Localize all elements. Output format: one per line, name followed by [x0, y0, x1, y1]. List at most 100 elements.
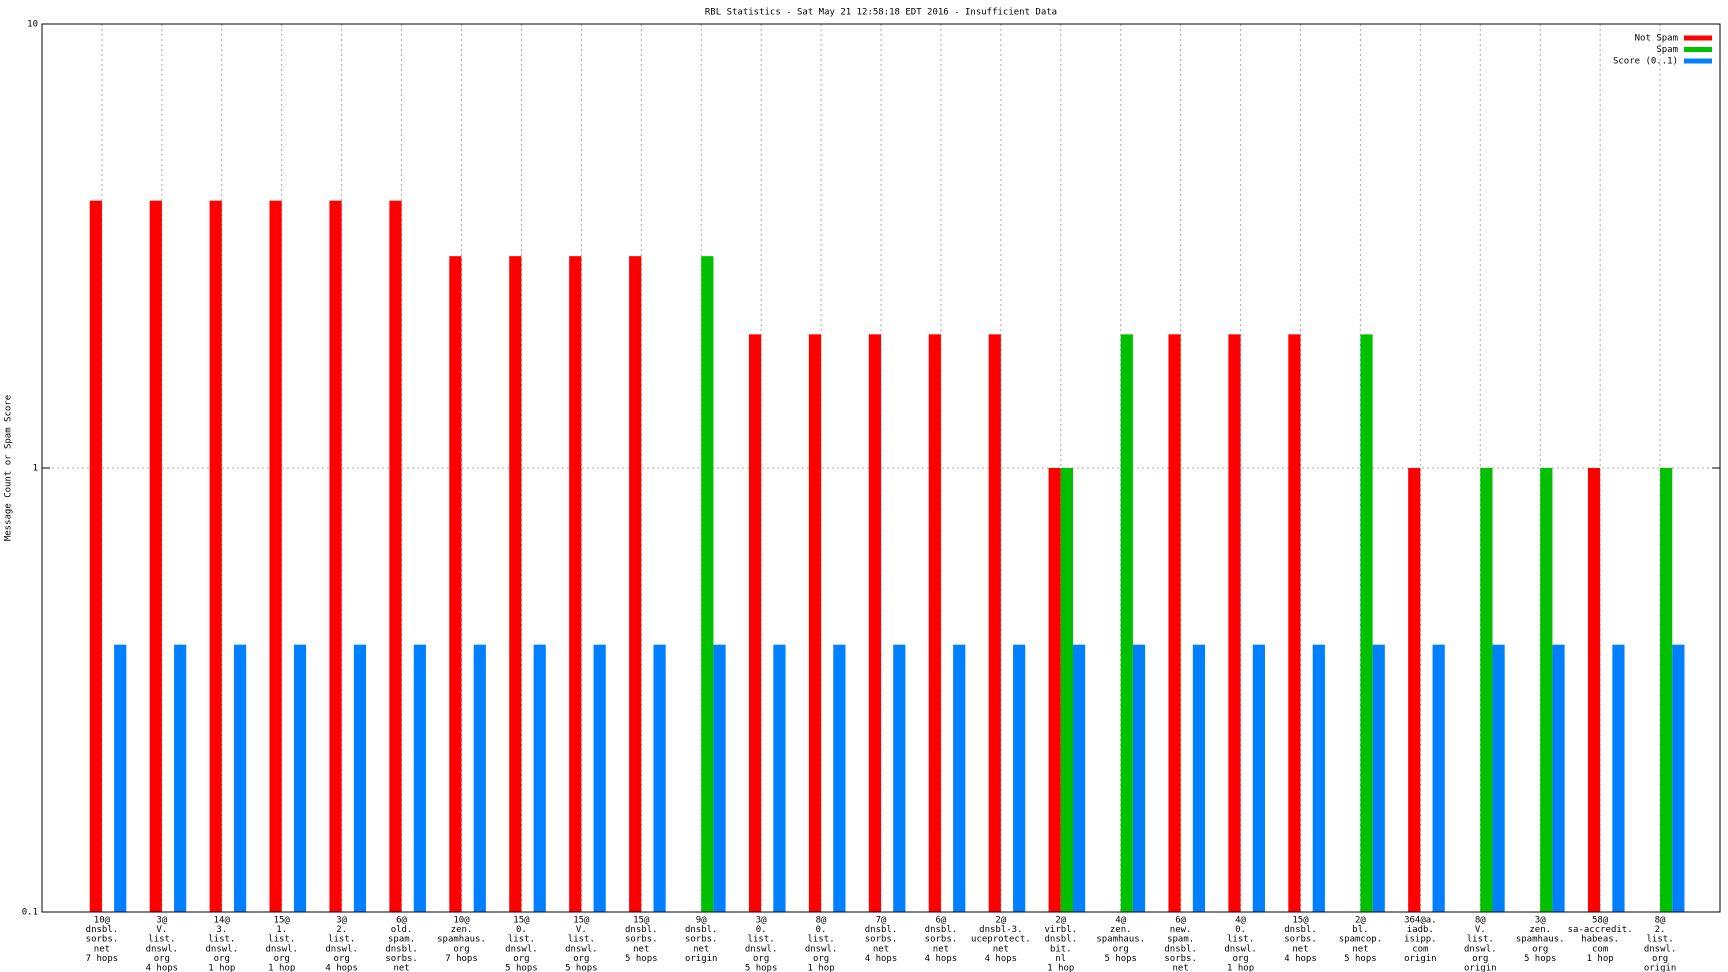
x-tick-label: list.: [328, 935, 355, 945]
legend-label: Score (0..1): [1613, 57, 1678, 67]
x-tick-label: 2.: [336, 925, 347, 935]
bar: [653, 644, 666, 912]
x-tick-label: dnsbl.: [925, 925, 958, 935]
x-tick-label: iadb.: [1407, 925, 1434, 935]
x-tick-label: 364@a.: [1404, 916, 1437, 926]
x-tick-label: org: [1652, 954, 1668, 964]
x-tick-label: dnsbl.: [385, 944, 418, 954]
x-tick-label: origin: [685, 954, 718, 964]
x-tick-label: net: [1173, 964, 1189, 972]
x-tick-label: 0.: [756, 925, 767, 935]
x-tick-label: virbl.: [1045, 925, 1078, 935]
bar: [353, 644, 367, 912]
bar: [114, 644, 127, 912]
bar: [269, 200, 282, 912]
x-tick-label: spamhaus.: [437, 935, 486, 945]
bar: [1168, 334, 1181, 913]
x-tick-label: sorbs.: [625, 935, 658, 945]
x-tick-label: 1 hop: [808, 964, 835, 972]
x-tick-label: 8@: [1655, 916, 1666, 926]
x-tick-label: 3@: [156, 916, 167, 926]
bar: [389, 200, 402, 912]
x-tick-label: org: [214, 954, 230, 964]
bar: [1132, 644, 1146, 912]
x-tick-label: list.: [1467, 935, 1494, 945]
x-tick-label: 2@: [995, 916, 1006, 926]
x-tick-label: dnswl.: [805, 944, 838, 954]
y-tick-label: 0.1: [22, 908, 38, 918]
legend-label: Spam: [1656, 45, 1678, 55]
x-tick-label: 6@: [1175, 916, 1186, 926]
x-tick-label: dnswl.: [265, 944, 298, 954]
bar: [1612, 644, 1625, 912]
bar: [1372, 644, 1385, 912]
x-tick-label: dnsbl.: [625, 925, 658, 935]
x-tick-label: 3@: [756, 916, 767, 926]
x-tick-label: org: [513, 954, 529, 964]
bar: [569, 256, 582, 912]
x-tick-label: net: [1292, 944, 1308, 954]
x-tick-label: zen.: [1110, 925, 1132, 935]
x-tick-label: zen.: [451, 925, 473, 935]
x-tick-label: 4 hops: [865, 954, 898, 964]
x-tick-label: 10@: [94, 916, 111, 926]
legend-swatch: [1684, 58, 1712, 64]
x-tick-label: dnsbl.: [1164, 944, 1197, 954]
bar: [593, 644, 606, 912]
x-tick-label: spamhaus.: [1516, 935, 1565, 945]
x-tick-label: org: [453, 944, 469, 954]
x-tick-label: 4 hops: [1284, 954, 1317, 964]
x-tick-label: list.: [568, 935, 595, 945]
y-tick-label: 1: [33, 464, 38, 474]
x-tick-label: 3@: [1535, 916, 1546, 926]
x-tick-label: 5 hops: [745, 964, 778, 972]
x-tick-label: sorbs.: [1164, 954, 1197, 964]
bar: [833, 644, 846, 912]
bar: [893, 644, 906, 912]
bar: [1660, 468, 1673, 912]
bar: [988, 334, 1001, 913]
bar: [329, 200, 342, 912]
x-tick-label: dnswl.: [745, 944, 778, 954]
x-tick-label: list.: [208, 935, 235, 945]
x-tick-label: bl.: [1352, 925, 1368, 935]
legend-label: Not Spam: [1635, 34, 1678, 44]
bar: [701, 256, 714, 912]
x-tick-label: sorbs.: [925, 935, 958, 945]
bar: [1228, 334, 1241, 913]
x-tick-label: isipp.: [1404, 935, 1437, 945]
x-tick-label: net: [873, 944, 889, 954]
bar: [1048, 468, 1061, 912]
x-tick-label: spamcop.: [1339, 935, 1382, 945]
bar: [1120, 334, 1133, 913]
x-tick-label: org: [753, 954, 769, 964]
x-tick-label: dnswl.: [1644, 944, 1677, 954]
bar: [808, 334, 822, 913]
x-tick-label: list.: [1227, 935, 1254, 945]
x-tick-label: list.: [808, 935, 835, 945]
x-tick-label: 4 hops: [325, 964, 358, 972]
bar: [233, 644, 247, 912]
x-tick-label: 5 hops: [1344, 954, 1377, 964]
x-tick-label: 14@: [214, 916, 231, 926]
plot-frame: [41, 23, 1721, 913]
x-tick-label: dnswl.: [146, 944, 179, 954]
x-tick-label: 15@: [513, 916, 530, 926]
x-tick-label: org: [573, 954, 589, 964]
legend-swatch: [1684, 35, 1712, 41]
x-tick-label: org: [813, 954, 829, 964]
x-tick-label: org: [1472, 954, 1488, 964]
x-tick-label: old.: [391, 925, 413, 935]
x-tick-label: dnsbl.: [86, 925, 119, 935]
x-tick-label: net: [393, 964, 409, 972]
x-tick-label: 2.: [1655, 925, 1666, 935]
x-tick-label: 58@: [1592, 916, 1609, 926]
x-tick-label: list.: [1647, 935, 1674, 945]
bar: [1360, 334, 1373, 913]
bar: [1072, 644, 1086, 912]
x-tick-label: sorbs.: [685, 935, 718, 945]
bar: [473, 644, 486, 912]
x-tick-label: 2@: [1055, 916, 1066, 926]
bar: [1408, 468, 1421, 912]
